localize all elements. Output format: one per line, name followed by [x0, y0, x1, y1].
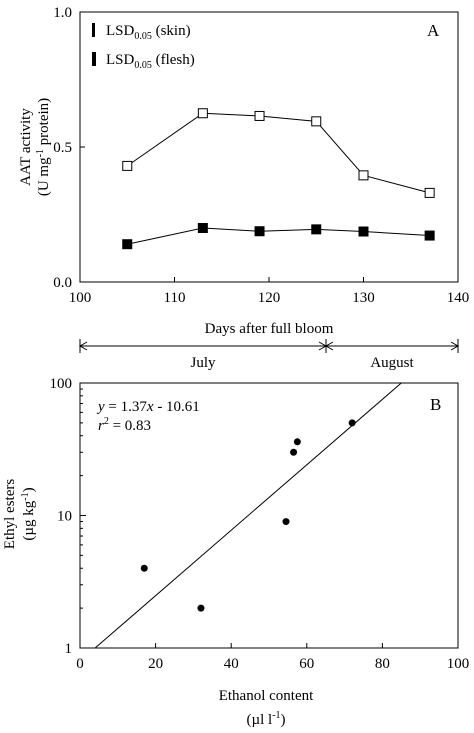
skin-point [197, 108, 208, 119]
panel-b-ytick-label: 10 [57, 509, 72, 525]
panel-b-ytick-label: 1 [65, 641, 73, 657]
flesh-point [197, 223, 208, 233]
panel-b-ytick-label: 100 [50, 376, 73, 392]
skin-point [358, 170, 369, 181]
month-july: July [190, 355, 216, 371]
panel-a-ticks: 100 110 120 130 140 0.0 0.5 1.0 [53, 5, 469, 306]
panel-a-markers [122, 108, 435, 250]
skin-point [254, 110, 265, 121]
panel-b-xtick-label: 40 [224, 656, 239, 672]
panel-a-xtick-label: 100 [69, 290, 92, 306]
panel-a-ytick-label: 0.0 [53, 275, 72, 291]
panel-b-xtick-label: 20 [148, 656, 163, 672]
panel-a-ytick-label: 1.0 [53, 5, 72, 21]
panel-b-xtick-label: 60 [299, 656, 314, 672]
regression-line [94, 382, 402, 649]
skin-point [311, 116, 322, 127]
panel-a-axes-frame [79, 11, 459, 283]
month-august: August [370, 355, 414, 371]
scatter-point [348, 419, 356, 427]
panel-a-xtick-label: 140 [447, 290, 470, 306]
scatter-point [282, 518, 290, 526]
scatter-point [290, 448, 298, 456]
scatter-point [140, 564, 148, 572]
panel-a-ytick-label: 0.5 [53, 140, 72, 156]
panel-b-ylabel-line2: (µg kg-1) [20, 487, 37, 540]
arrow-august-left [324, 341, 334, 351]
panel-a-xtick-label: 110 [164, 290, 186, 306]
legend-skin: LSD0.05 (skin) [106, 23, 191, 42]
panel-a-xtick-label: 130 [352, 290, 375, 306]
legend-flesh-marker [92, 52, 96, 66]
flesh-point [122, 239, 133, 250]
skin-point [122, 160, 133, 171]
skin-point [424, 187, 435, 198]
flesh-point [424, 230, 435, 241]
legend-skin-marker [92, 23, 95, 37]
arrow-july-left [78, 341, 88, 351]
r-squared: r2 = 0.83 [98, 416, 151, 434]
panel-b-points [140, 419, 356, 612]
panel-b-ticks: 0 20 40 60 80 100 1 10 100 [50, 376, 470, 672]
panel-b-xtick-label: 100 [447, 656, 470, 672]
panel-a-label: A [427, 21, 440, 40]
panel-a-ylabel-line2: (U mg-1 protein) [35, 98, 52, 196]
flesh-point [358, 226, 369, 237]
panel-a-xlabel: Days after full bloom [205, 321, 334, 337]
scatter-point [197, 604, 205, 612]
flesh-point [311, 224, 322, 235]
panel-b: 0 20 40 60 80 100 1 10 100 y = 1.37x - 10.61 r2 … [2, 376, 469, 728]
panel-b-xtick-label: 80 [375, 656, 390, 672]
legend-flesh: LSD0.05 (flesh) [106, 52, 195, 71]
series-flesh-line [127, 227, 430, 245]
month-ranges: July August [78, 339, 460, 371]
regression-equation: y = 1.37x - 10.61 [96, 399, 200, 415]
panel-a-xtick-label: 120 [258, 290, 281, 306]
arrow-august-right [450, 341, 460, 351]
panel-a-series-lines [126, 112, 430, 245]
panel-b-ylabel-line1: Ethyl esters [2, 479, 18, 550]
panel-a-ylabel-line1: AAT activity [18, 108, 34, 186]
panel-b-xlabel-line1: Ethanol content [219, 688, 314, 704]
series-skin-line [126, 112, 430, 194]
flesh-point [254, 226, 265, 237]
panel-b-label: B [430, 395, 441, 414]
panel-b-xlabel-line2: (µl l-1) [246, 710, 285, 728]
scatter-point [293, 438, 301, 446]
panel-b-xtick-label: 0 [76, 656, 84, 672]
panel-b-axes-frame [79, 382, 459, 649]
